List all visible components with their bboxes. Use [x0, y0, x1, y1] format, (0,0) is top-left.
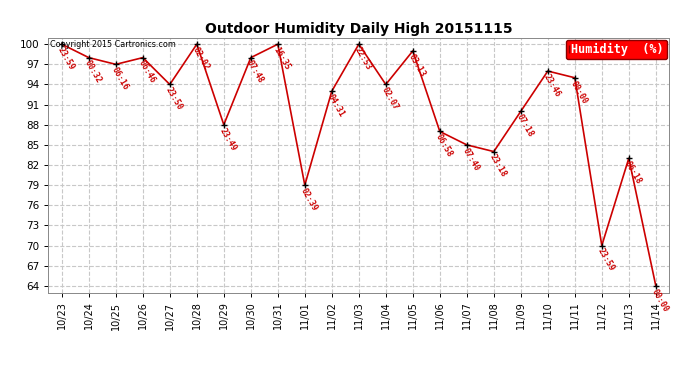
Text: 23:46: 23:46 [542, 72, 562, 99]
Text: 22:53: 22:53 [353, 45, 373, 72]
Text: 16:35: 16:35 [271, 45, 292, 72]
Text: 06:58: 06:58 [433, 133, 453, 159]
Text: 02:07: 02:07 [380, 86, 400, 112]
Text: 00:32: 00:32 [82, 59, 103, 85]
Text: 06:16: 06:16 [109, 66, 130, 92]
Text: 04:31: 04:31 [326, 93, 346, 118]
Text: 06:18: 06:18 [622, 160, 642, 186]
Text: 03:13: 03:13 [406, 52, 426, 78]
Text: 23:59: 23:59 [595, 247, 615, 273]
Text: 23:50: 23:50 [164, 86, 184, 112]
Text: 06:46: 06:46 [137, 59, 157, 85]
Text: 23:18: 23:18 [487, 153, 508, 179]
Text: 02:39: 02:39 [298, 186, 319, 213]
Text: 07:48: 07:48 [244, 59, 265, 85]
Text: 00:00: 00:00 [569, 79, 589, 105]
Text: 00:00: 00:00 [649, 287, 670, 313]
Text: 02:02: 02:02 [190, 45, 210, 72]
Title: Outdoor Humidity Daily High 20151115: Outdoor Humidity Daily High 20151115 [205, 22, 513, 36]
Legend: Humidity  (%): Humidity (%) [566, 40, 667, 60]
Text: 07:18: 07:18 [514, 112, 535, 139]
Text: 07:40: 07:40 [460, 146, 481, 172]
Text: 23:59: 23:59 [55, 45, 76, 72]
Text: 23:49: 23:49 [217, 126, 237, 152]
Text: Copyright 2015 Cartronics.com: Copyright 2015 Cartronics.com [50, 40, 175, 49]
